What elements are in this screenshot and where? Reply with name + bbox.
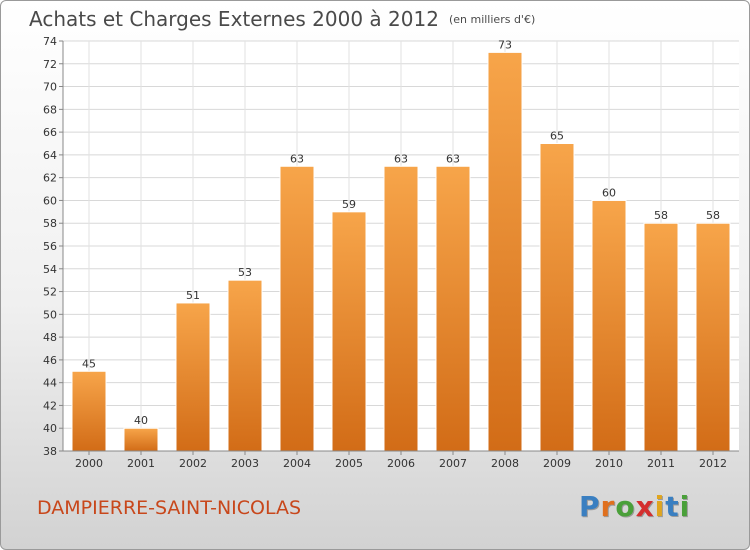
logo-letter: o [615,490,636,523]
y-tick-label: 66 [43,126,57,139]
x-tick-label: 2010 [595,457,623,470]
bar-2011 [643,222,679,452]
y-tick-label: 46 [43,354,57,367]
y-tick-label: 74 [43,35,57,48]
y-tick-label: 44 [43,377,57,390]
bar-2010 [591,199,627,452]
bar-2005 [331,211,367,452]
y-tick-label: 54 [43,263,57,276]
y-tick-label: 60 [43,194,57,207]
logo-letter: i [679,490,691,523]
bar-2004 [279,165,315,452]
chart-title: Achats et Charges Externes 2000 à 2012 (e… [29,7,535,31]
bar-2009 [539,143,575,452]
y-tick-label: 72 [43,58,57,71]
x-tick-label: 2000 [75,457,103,470]
x-tick-label: 2006 [387,457,415,470]
y-tick-label: 50 [43,308,57,321]
data-label-2008: 73 [498,38,512,51]
data-label-2011: 58 [654,209,668,222]
data-label-2007: 63 [446,152,460,165]
logo-letter: P [579,490,601,523]
data-label-2010: 60 [602,186,616,199]
logo-letter: r [600,490,616,523]
bar-2000 [71,370,107,452]
axes: 38 40 42 44 46 48 50 52 54 56 58 60 62 64 66 68 70 72 74 20… [43,35,739,470]
data-label-2005: 59 [342,198,356,211]
bars: 45 40 51 53 63 59 63 63 73 65 60 58 58 [71,38,731,452]
logo-letter: i [654,490,666,523]
x-tick-label: 2008 [491,457,519,470]
x-tick-label: 2007 [439,457,467,470]
y-tick-label: 68 [43,103,57,116]
bar-2012 [695,222,731,452]
data-label-2002: 51 [186,289,200,302]
data-label-2000: 45 [82,357,96,370]
y-tick-label: 48 [43,331,57,344]
y-tick-label: 70 [43,81,57,94]
bar-2006 [383,165,419,452]
y-tick-label: 64 [43,149,57,162]
x-tick-label: 2012 [699,457,727,470]
x-tick-label: 2004 [283,457,311,470]
bar-2001 [123,427,159,452]
chart-unit-text: (en milliers d'€) [448,13,536,26]
proxiti-logo: Proxiti [579,490,690,523]
data-label-2006: 63 [394,152,408,165]
x-tick-label: 2003 [231,457,259,470]
bar-2007 [435,165,471,452]
y-tick-label: 52 [43,286,57,299]
data-label-2001: 40 [134,414,148,427]
y-tick-label: 38 [43,445,57,458]
data-label-2012: 58 [706,209,720,222]
y-tick-label: 58 [43,217,57,230]
y-tick-label: 62 [43,172,57,185]
y-tick-label: 56 [43,240,57,253]
bar-2008 [487,51,523,452]
data-label-2004: 63 [290,152,304,165]
data-label-2003: 53 [238,266,252,279]
x-tick-label: 2002 [179,457,207,470]
bar-2003 [227,279,263,452]
x-tick-label: 2005 [335,457,363,470]
y-tick-label: 40 [43,422,57,435]
commune-name: DAMPIERRE-SAINT-NICOLAS [37,497,302,519]
x-tick-label: 2001 [127,457,155,470]
logo-letter: t [665,490,680,523]
bar-2002 [175,302,211,452]
y-tick-label: 42 [43,399,57,412]
logo-letter: x [635,490,655,523]
data-label-2009: 65 [550,130,564,143]
chart-title-text: Achats et Charges Externes 2000 à 2012 [29,7,439,31]
x-tick-label: 2009 [543,457,571,470]
x-tick-label: 2011 [647,457,675,470]
